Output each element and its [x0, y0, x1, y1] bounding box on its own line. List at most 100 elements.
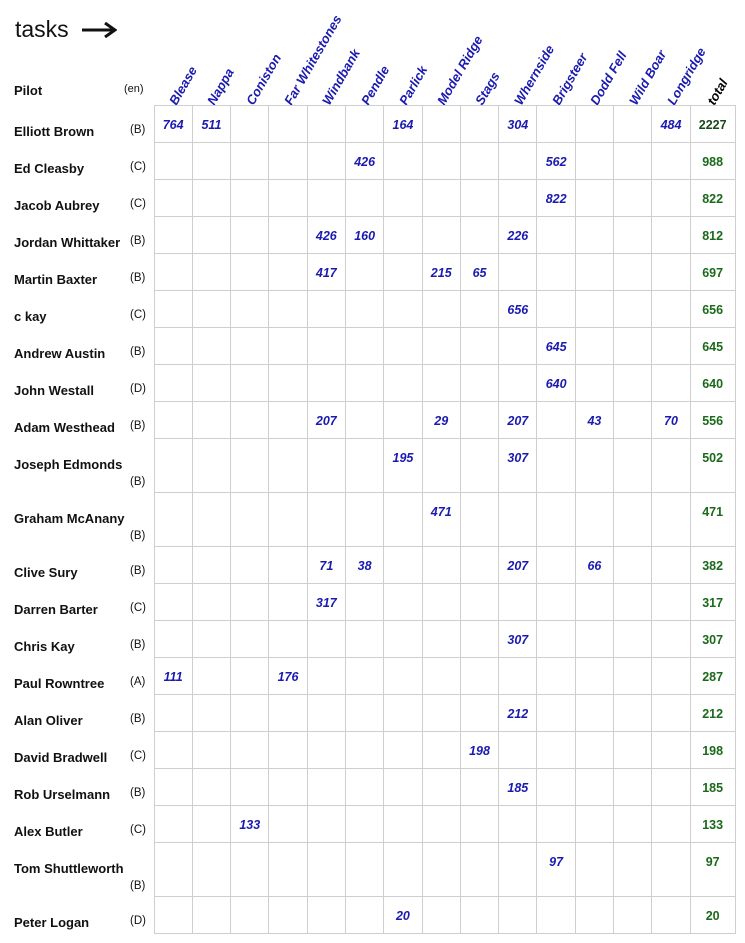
score-cell	[613, 105, 653, 143]
table-row: Jacob Aubrey (C) 822 822	[4, 179, 736, 217]
score-value	[537, 291, 574, 303]
score-value	[269, 621, 306, 633]
score-value: 822	[545, 192, 567, 206]
score-value	[499, 180, 536, 192]
score-value: 133	[239, 818, 261, 832]
table-row: Ed Cleasby (C) 426 562 988	[4, 142, 736, 180]
score-cell	[191, 896, 232, 934]
score-value	[576, 769, 613, 781]
score-cell	[383, 364, 423, 402]
score-cell	[153, 401, 193, 439]
score-value	[423, 106, 460, 118]
score-cell	[536, 657, 576, 695]
score-value	[155, 402, 192, 414]
score-value	[537, 695, 574, 707]
score-cell: 133	[230, 805, 270, 843]
score-cell	[459, 216, 500, 254]
score-cell	[536, 216, 576, 254]
score-value: 307	[507, 451, 529, 465]
score-cell	[383, 253, 423, 291]
pilot-class: (B)	[130, 234, 146, 247]
table-row: Peter Logan (D) 20 20	[4, 896, 736, 934]
score-cell	[268, 546, 308, 584]
score-value: 511	[201, 118, 222, 132]
score-cell	[536, 546, 576, 584]
score-value	[231, 584, 268, 596]
score-value: 29	[434, 414, 449, 428]
score-value	[461, 439, 498, 451]
score-cell	[459, 179, 500, 217]
score-cell: 764	[153, 105, 193, 143]
score-cell	[306, 364, 346, 402]
score-cell	[536, 731, 576, 769]
score-cell	[459, 583, 500, 621]
score-value	[576, 843, 613, 855]
score-value	[614, 621, 651, 633]
score-cell	[344, 896, 385, 934]
score-cell: 38	[344, 546, 385, 584]
score-cell	[459, 327, 500, 365]
score-value	[499, 143, 536, 155]
score-cell	[191, 179, 232, 217]
score-value: 65	[472, 266, 487, 280]
score-cell: 484	[651, 105, 691, 143]
score-value	[269, 897, 306, 909]
total-cell: 198	[689, 731, 736, 769]
score-cell: 656	[498, 290, 538, 328]
score-cell: 176	[268, 657, 308, 695]
score-value	[423, 365, 460, 377]
total-column-header: total	[704, 76, 731, 108]
score-cell	[459, 694, 500, 732]
score-cell	[421, 142, 461, 180]
score-value	[193, 658, 230, 670]
score-cell	[574, 842, 615, 897]
score-value: 656	[507, 303, 529, 317]
score-value	[576, 439, 613, 451]
score-cell: 304	[498, 105, 538, 143]
task-header-dodd-fell: Dodd Fell	[587, 48, 630, 108]
score-cell	[268, 694, 308, 732]
score-cell	[153, 327, 193, 365]
score-cell: 207	[306, 401, 346, 439]
score-cell	[459, 546, 500, 584]
score-value	[537, 806, 574, 818]
score-value	[231, 658, 268, 670]
score-cell	[536, 290, 576, 328]
score-cell	[344, 694, 385, 732]
score-cell	[459, 364, 500, 402]
score-cell	[421, 438, 461, 493]
score-value	[576, 291, 613, 303]
score-cell	[613, 253, 653, 291]
score-value	[576, 143, 613, 155]
score-cell	[153, 694, 193, 732]
score-value	[384, 328, 421, 340]
score-cell	[344, 583, 385, 621]
score-cell	[344, 105, 385, 143]
score-cell	[459, 620, 500, 658]
score-cell	[459, 896, 500, 934]
score-value	[652, 897, 689, 909]
score-cell	[651, 179, 691, 217]
score-cell	[383, 290, 423, 328]
score-value: 484	[660, 118, 682, 132]
score-cell	[421, 583, 461, 621]
score-cell	[153, 842, 193, 897]
score-value	[384, 584, 421, 596]
pilot-class: (B)	[130, 271, 146, 284]
score-cell	[459, 842, 500, 897]
score-value	[231, 695, 268, 707]
score-cell	[651, 216, 691, 254]
score-cell: 226	[498, 216, 538, 254]
score-cell	[536, 253, 576, 291]
score-cell	[574, 583, 615, 621]
table-row: Martin Baxter (B) 417 215 65 697	[4, 253, 736, 291]
total-value: 502	[702, 451, 724, 465]
score-value	[193, 621, 230, 633]
score-value	[193, 732, 230, 744]
score-value: 426	[354, 155, 376, 169]
score-value	[614, 843, 651, 855]
score-cell	[498, 253, 538, 291]
score-cell	[459, 105, 500, 143]
score-value	[231, 365, 268, 377]
score-value	[155, 584, 192, 596]
